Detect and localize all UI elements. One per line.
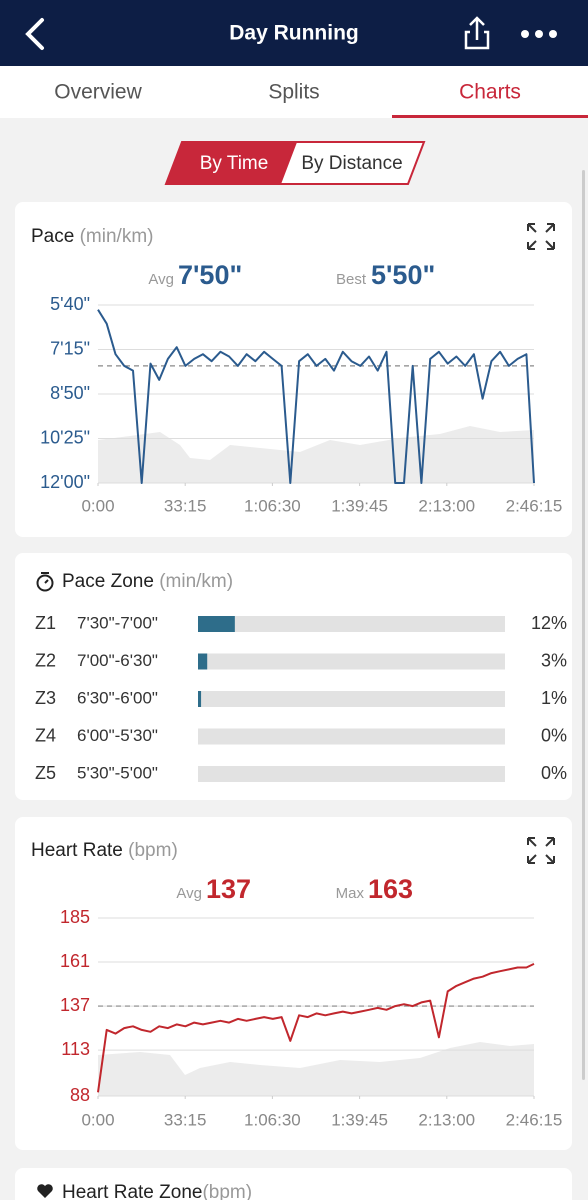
title: Pace Zone [62, 571, 154, 592]
unit: (min/km) [159, 571, 233, 592]
tab[interactable]: Overview [54, 81, 142, 104]
y-tick-label: 113 [61, 1039, 90, 1059]
x-tick-label: 2:46:15 [506, 1110, 563, 1129]
scrollbar [582, 170, 585, 1080]
zone-percent: 3% [541, 650, 567, 670]
max-value: 163 [368, 874, 413, 904]
unit: (min/km) [80, 226, 154, 247]
zone-name: Z5 [35, 763, 56, 783]
best-value: 5'50" [371, 260, 435, 290]
zone-bar [198, 653, 208, 670]
x-tick-label: 1:06:30 [244, 1110, 301, 1129]
tab[interactable]: Splits [268, 81, 319, 104]
unit: (bpm) [202, 1182, 252, 1200]
x-tick-label: 33:15 [164, 496, 207, 515]
toggle-label: By Distance [301, 153, 402, 174]
card [15, 817, 572, 1150]
card [15, 1168, 572, 1200]
card-title: Pace Zone (min/km) [62, 571, 233, 592]
avg-label: Avg [176, 885, 202, 902]
zone-range: 6'00"-5'30" [77, 726, 158, 745]
y-tick-label: 10'25" [40, 427, 90, 447]
x-tick-label: 1:39:45 [331, 496, 388, 515]
heart-icon [37, 1184, 53, 1198]
x-tick-label: 0:00 [81, 496, 114, 515]
toggle-label: By Time [200, 153, 269, 174]
title: Heart Rate Zone [62, 1182, 202, 1200]
avg-value: 137 [206, 874, 251, 904]
zone-name: Z1 [35, 613, 56, 633]
avg-label: Avg [148, 271, 174, 288]
zone-track [198, 728, 505, 745]
zone-range: 7'00"-6'30" [77, 651, 158, 670]
y-tick-label: 137 [60, 995, 90, 1015]
stopwatch-icon [41, 572, 49, 584]
title: Pace [31, 226, 74, 247]
share-button[interactable] [464, 16, 490, 50]
title: Heart Rate [31, 840, 123, 861]
zone-track [198, 766, 505, 782]
max-label: Max [336, 885, 365, 902]
x-tick-label: 1:06:30 [244, 496, 301, 515]
card-title: Pace (min/km) [31, 226, 153, 247]
zone-range: 5'30"-5'00" [77, 763, 158, 782]
zone-track [198, 653, 505, 670]
y-tick-label: 7'15" [50, 338, 90, 358]
expand-button[interactable] [527, 223, 555, 250]
card-title: Heart Rate (bpm) [31, 840, 178, 861]
zone-name: Z2 [35, 650, 56, 670]
tab-indicator [392, 115, 588, 118]
header-title: Day Running [229, 22, 359, 45]
zone-range: 7'30"-7'00" [77, 613, 158, 632]
zone-name: Z3 [35, 688, 56, 708]
data-line [97, 309, 535, 484]
y-tick-label: 185 [60, 907, 90, 927]
expand-button[interactable] [527, 837, 555, 864]
toggle-segment[interactable] [278, 141, 426, 185]
zone-bar [198, 616, 235, 632]
stopwatch-icon [36, 574, 54, 592]
zone-percent: 0% [541, 725, 567, 745]
tab-bar [0, 66, 588, 118]
y-tick-label: 161 [60, 951, 90, 971]
y-tick-label: 8'50" [50, 383, 90, 403]
unit: (bpm) [128, 840, 178, 861]
x-tick-label: 1:39:45 [331, 1110, 388, 1129]
zone-track [198, 616, 505, 632]
zone-track [198, 691, 505, 707]
zone-range: 6'30"-6'00" [77, 688, 158, 707]
x-tick-label: 33:15 [164, 1110, 207, 1129]
zone-percent: 0% [541, 763, 567, 783]
more-button[interactable] [521, 30, 557, 38]
header [0, 0, 588, 66]
y-tick-label: 5'40" [50, 294, 90, 314]
zone-percent: 12% [531, 613, 567, 633]
x-tick-label: 2:13:00 [418, 1110, 475, 1129]
back-button[interactable] [25, 18, 44, 50]
zone-name: Z4 [35, 725, 56, 745]
elevation-area [98, 1042, 534, 1096]
zone-bar [198, 691, 202, 707]
y-tick-label: 88 [70, 1085, 90, 1105]
card-title: Heart Rate Zone(bpm) [62, 1182, 252, 1200]
y-tick-label: 12'00" [40, 472, 90, 492]
x-tick-label: 0:00 [81, 1110, 114, 1129]
data-line [97, 962, 535, 1093]
zone-percent: 1% [541, 688, 567, 708]
tab[interactable]: Charts [459, 81, 521, 104]
avg-value: 7'50" [178, 260, 242, 290]
x-tick-label: 2:13:00 [418, 496, 475, 515]
best-label: Best [336, 271, 367, 288]
x-tick-label: 2:46:15 [506, 496, 563, 515]
